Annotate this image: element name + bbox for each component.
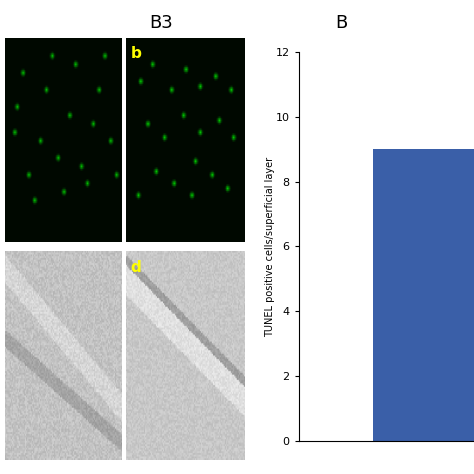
Bar (373, 149, 474, 441)
Text: d: d (130, 260, 141, 274)
Y-axis label: TUNEL positive cells/superficial layer: TUNEL positive cells/superficial layer (265, 156, 275, 337)
Text: B: B (335, 14, 347, 32)
Text: B3: B3 (149, 14, 173, 32)
Text: b: b (130, 46, 141, 61)
